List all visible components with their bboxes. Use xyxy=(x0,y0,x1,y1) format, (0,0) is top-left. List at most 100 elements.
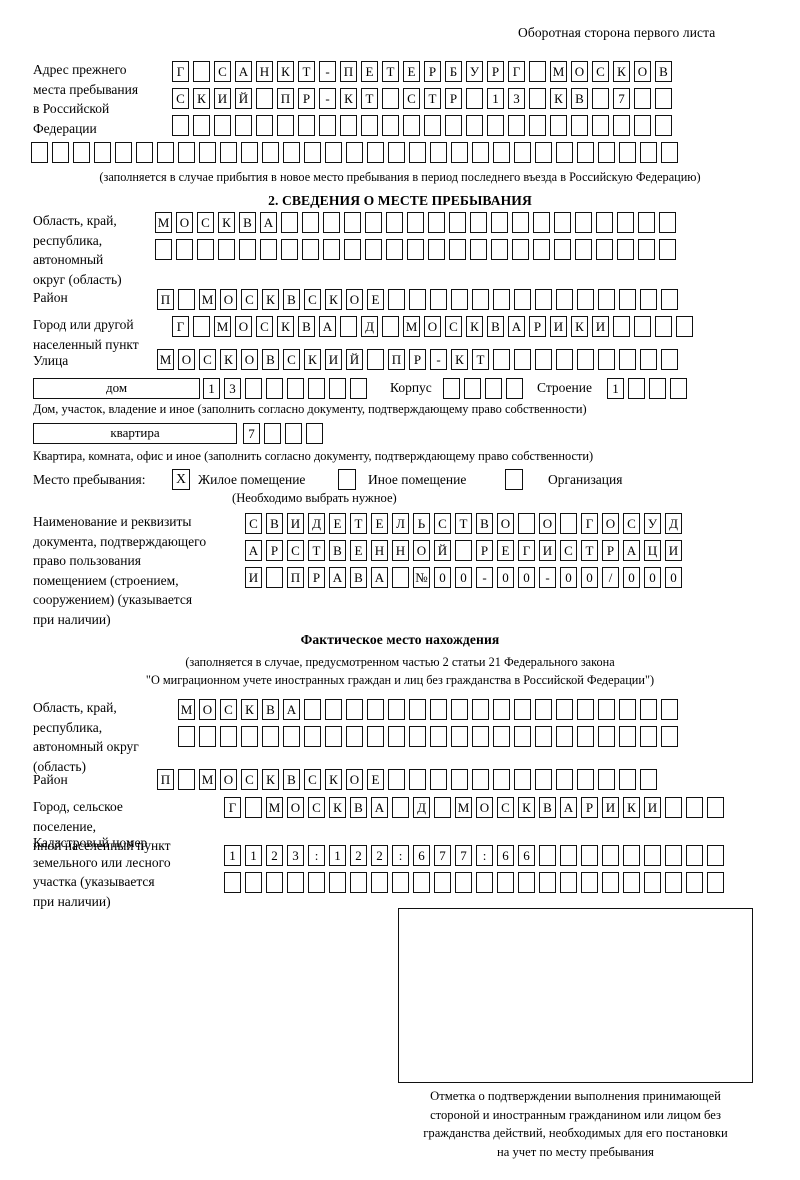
s2-city-cell-25[interactable] xyxy=(676,316,693,337)
al-city-cell-2[interactable] xyxy=(245,797,262,818)
s2-doc-r2-cell-6[interactable]: Е xyxy=(350,540,367,561)
prev-address-r1-cell-17[interactable]: Г xyxy=(508,61,525,82)
s2-region-r1-cell-3[interactable]: С xyxy=(197,212,214,233)
al-district-cell-19[interactable] xyxy=(535,769,552,790)
s2-flat-cell-1[interactable]: 7 xyxy=(243,423,260,444)
prev-address-r2-cell-10[interactable]: Т xyxy=(361,88,378,109)
al-cadastral-r1-cell-4[interactable]: 3 xyxy=(287,845,304,866)
prev-address-r3-cell-15[interactable] xyxy=(466,115,483,136)
al-cadastral-r2-cell-23[interactable] xyxy=(686,872,703,893)
al-district-cell-9[interactable]: К xyxy=(325,769,342,790)
doc-row-3[interactable]: И П Р А В А № 0 0-0 0-0 0/0 0 0 xyxy=(245,567,682,588)
prev-address-r3-cell-16[interactable] xyxy=(487,115,504,136)
s2-city-cell-20[interactable]: К xyxy=(571,316,588,337)
al-district-cell-13[interactable] xyxy=(409,769,426,790)
prev-address-r3-cell-3[interactable] xyxy=(214,115,231,136)
s2-region-r1-cell-2[interactable]: О xyxy=(176,212,193,233)
al-cadastral-r1-cell-2[interactable]: 1 xyxy=(245,845,262,866)
s2-region-r1-cell-5[interactable]: В xyxy=(239,212,256,233)
prev-address-r4-cell-27[interactable] xyxy=(577,142,594,163)
s2-city-cell-16[interactable]: В xyxy=(487,316,504,337)
al-cadastral-r2-cell-6[interactable] xyxy=(329,872,346,893)
s2-region-r2-cell-20[interactable] xyxy=(554,239,571,260)
stay-type-checkbox-organization[interactable] xyxy=(505,469,523,490)
al-city-cell-6[interactable]: К xyxy=(329,797,346,818)
s2-street-cell-1[interactable]: М xyxy=(157,349,174,370)
s2-region-r1-cell-4[interactable]: К xyxy=(218,212,235,233)
s2-doc-r1-cell-15[interactable]: О xyxy=(539,513,556,534)
prev-address-r1-cell-13[interactable]: Р xyxy=(424,61,441,82)
s2-region-r2-cell-15[interactable] xyxy=(449,239,466,260)
al-region-r2-cell-18[interactable] xyxy=(535,726,552,747)
prev-address-r2-cell-13[interactable]: Т xyxy=(424,88,441,109)
al-region-r2-cell-15[interactable] xyxy=(472,726,489,747)
al-region-r1-cell-4[interactable]: К xyxy=(241,699,258,720)
s2-doc-r3-cell-17[interactable]: 0 xyxy=(581,567,598,588)
s2-doc-r1-cell-19[interactable]: С xyxy=(623,513,640,534)
s2-house-cell-2[interactable]: 3 xyxy=(224,378,241,399)
s2-doc-r2-cell-1[interactable]: А xyxy=(245,540,262,561)
s2-district-cell-7[interactable]: В xyxy=(283,289,300,310)
s2-doc-r2-cell-14[interactable]: Г xyxy=(518,540,535,561)
al-cadastral-r1-cell-9[interactable]: : xyxy=(392,845,409,866)
korpus-row[interactable] xyxy=(443,378,523,399)
prev-address-r3-cell-21[interactable] xyxy=(592,115,609,136)
al-city-cell-14[interactable]: С xyxy=(497,797,514,818)
al-city-cell-15[interactable]: К xyxy=(518,797,535,818)
s2-region-r1-cell-16[interactable] xyxy=(470,212,487,233)
s2-street-cell-13[interactable]: Р xyxy=(409,349,426,370)
s2-city-cell-12[interactable]: М xyxy=(403,316,420,337)
prev-address-row-4[interactable] xyxy=(31,142,678,163)
al-district-cell-20[interactable] xyxy=(556,769,573,790)
s2-house-cell-4[interactable] xyxy=(266,378,283,399)
al-region-r1-cell-23[interactable] xyxy=(640,699,657,720)
s2-doc-r2-cell-10[interactable]: Й xyxy=(434,540,451,561)
prev-address-r1-cell-7[interactable]: Т xyxy=(298,61,315,82)
al-district-cell-5[interactable]: С xyxy=(241,769,258,790)
s2-doc-r1-cell-5[interactable]: Е xyxy=(329,513,346,534)
s2-street-cell-9[interactable]: И xyxy=(325,349,342,370)
al-district-cell-8[interactable]: С xyxy=(304,769,321,790)
s2-city-cell-21[interactable]: И xyxy=(592,316,609,337)
s2-district-cell-20[interactable] xyxy=(556,289,573,310)
prev-address-r1-cell-6[interactable]: К xyxy=(277,61,294,82)
s2-korpus-cell-2[interactable] xyxy=(464,378,481,399)
s2-doc-r1-cell-1[interactable]: С xyxy=(245,513,262,534)
s2-region-r1-cell-14[interactable] xyxy=(428,212,445,233)
s2-region-r1-cell-13[interactable] xyxy=(407,212,424,233)
al-cadastral-r1-cell-10[interactable]: 6 xyxy=(413,845,430,866)
prev-address-r1-cell-1[interactable]: Г xyxy=(172,61,189,82)
s2-house-cell-3[interactable] xyxy=(245,378,262,399)
al-district-cell-12[interactable] xyxy=(388,769,405,790)
s2-region-r2-cell-3[interactable] xyxy=(197,239,214,260)
s2-street-cell-21[interactable] xyxy=(577,349,594,370)
s2-city-cell-18[interactable]: Р xyxy=(529,316,546,337)
al-cadastral-r2-cell-20[interactable] xyxy=(623,872,640,893)
s2-doc-r3-cell-18[interactable]: / xyxy=(602,567,619,588)
s2-region-r2-cell-23[interactable] xyxy=(617,239,634,260)
prev-address-r4-cell-24[interactable] xyxy=(514,142,531,163)
prev-address-r2-cell-20[interactable]: В xyxy=(571,88,588,109)
al-district-cell-24[interactable] xyxy=(640,769,657,790)
s2-doc-r1-cell-16[interactable] xyxy=(560,513,577,534)
al-region-r1-cell-11[interactable] xyxy=(388,699,405,720)
s2-house-cell-1[interactable]: 1 xyxy=(203,378,220,399)
s2-doc-r3-cell-3[interactable]: П xyxy=(287,567,304,588)
s2-doc-r1-cell-12[interactable]: В xyxy=(476,513,493,534)
al-cadastral-r1-cell-5[interactable]: : xyxy=(308,845,325,866)
s2-doc-r2-cell-15[interactable]: И xyxy=(539,540,556,561)
prev-address-r4-cell-9[interactable] xyxy=(199,142,216,163)
s2-doc-r1-cell-18[interactable]: О xyxy=(602,513,619,534)
al-region-r1-cell-15[interactable] xyxy=(472,699,489,720)
prev-address-r2-cell-2[interactable]: К xyxy=(193,88,210,109)
al-region-row-2[interactable] xyxy=(178,726,678,747)
al-district-cell-22[interactable] xyxy=(598,769,615,790)
s2-region-r2-cell-8[interactable] xyxy=(302,239,319,260)
